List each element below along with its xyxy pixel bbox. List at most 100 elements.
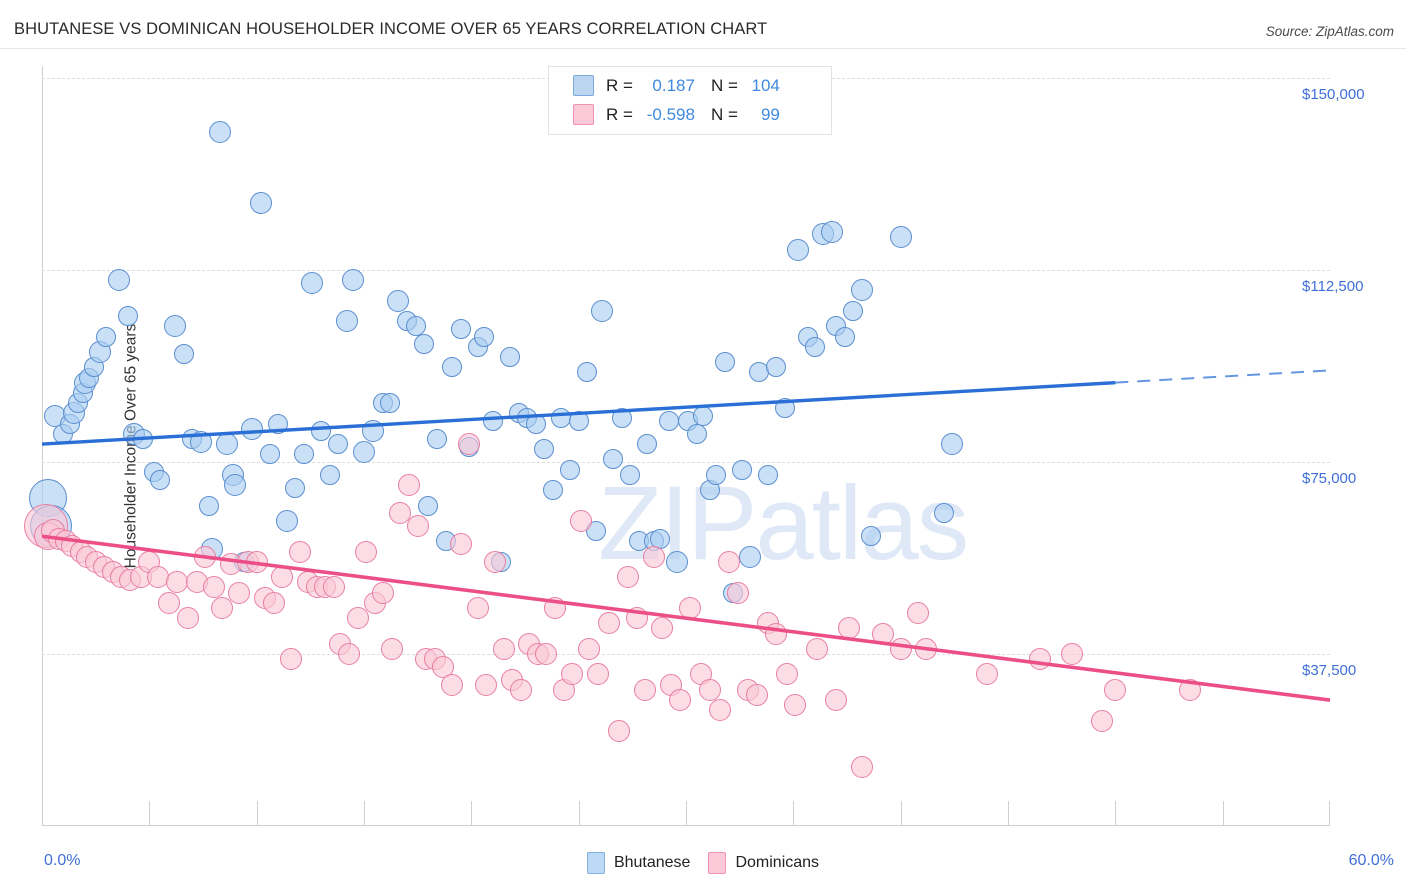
scatter-point-bhutanese[interactable] — [335, 310, 358, 333]
scatter-point-dominicans[interactable] — [872, 622, 895, 645]
scatter-point-dominicans[interactable] — [906, 602, 929, 625]
scatter-point-bhutanese[interactable] — [739, 545, 762, 568]
scatter-point-dominicans[interactable] — [1179, 678, 1202, 701]
scatter-point-bhutanese[interactable] — [820, 220, 843, 243]
scatter-point-bhutanese[interactable] — [860, 526, 881, 547]
scatter-point-bhutanese[interactable] — [259, 444, 280, 465]
scatter-point-bhutanese[interactable] — [96, 326, 117, 347]
scatter-point-dominicans[interactable] — [245, 550, 268, 573]
scatter-point-bhutanese[interactable] — [757, 464, 778, 485]
scatter-point-dominicans[interactable] — [668, 689, 691, 712]
scatter-point-dominicans[interactable] — [271, 566, 294, 589]
scatter-point-dominicans[interactable] — [288, 540, 311, 563]
scatter-point-dominicans[interactable] — [509, 678, 532, 701]
scatter-point-dominicans[interactable] — [569, 509, 592, 532]
scatter-point-bhutanese[interactable] — [620, 464, 641, 485]
scatter-point-bhutanese[interactable] — [693, 405, 714, 426]
scatter-point-dominicans[interactable] — [337, 643, 360, 665]
scatter-point-bhutanese[interactable] — [731, 459, 752, 480]
scatter-point-dominicans[interactable] — [166, 571, 189, 594]
scatter-point-dominicans[interactable] — [475, 673, 498, 696]
scatter-point-dominicans[interactable] — [398, 474, 421, 497]
scatter-point-bhutanese[interactable] — [450, 318, 471, 339]
scatter-point-bhutanese[interactable] — [268, 413, 289, 434]
scatter-point-dominicans[interactable] — [280, 648, 302, 671]
scatter-point-dominicans[interactable] — [745, 683, 768, 706]
scatter-point-dominicans[interactable] — [679, 596, 702, 619]
scatter-point-dominicans[interactable] — [717, 550, 740, 573]
scatter-point-dominicans[interactable] — [578, 637, 601, 660]
scatter-point-bhutanese[interactable] — [804, 336, 825, 357]
scatter-point-dominicans[interactable] — [851, 755, 874, 778]
scatter-point-bhutanese[interactable] — [591, 299, 614, 322]
scatter-point-dominicans[interactable] — [775, 663, 798, 686]
scatter-point-bhutanese[interactable] — [132, 428, 153, 449]
scatter-point-dominicans[interactable] — [651, 617, 674, 640]
scatter-point-dominicans[interactable] — [617, 566, 640, 589]
scatter-point-dominicans[interactable] — [642, 545, 665, 568]
scatter-point-bhutanese[interactable] — [525, 413, 546, 434]
scatter-point-dominicans[interactable] — [625, 607, 648, 630]
scatter-point-bhutanese[interactable] — [319, 464, 340, 485]
scatter-point-bhutanese[interactable] — [603, 449, 623, 470]
scatter-point-bhutanese[interactable] — [405, 316, 426, 337]
scatter-point-dominicans[interactable] — [765, 622, 788, 645]
scatter-point-dominicans[interactable] — [1029, 648, 1052, 671]
scatter-point-dominicans[interactable] — [561, 663, 584, 686]
scatter-point-dominicans[interactable] — [228, 581, 251, 604]
scatter-point-bhutanese[interactable] — [414, 334, 435, 355]
scatter-point-dominicans[interactable] — [709, 699, 732, 722]
scatter-point-bhutanese[interactable] — [426, 428, 447, 449]
scatter-point-bhutanese[interactable] — [117, 306, 138, 327]
scatter-point-bhutanese[interactable] — [637, 434, 658, 455]
scatter-point-bhutanese[interactable] — [941, 433, 964, 456]
scatter-point-dominicans[interactable] — [262, 591, 285, 614]
scatter-point-bhutanese[interactable] — [577, 362, 598, 383]
legend-item-bhutanese[interactable]: Bhutanese — [586, 852, 690, 874]
scatter-point-dominicans[interactable] — [838, 617, 861, 640]
scatter-point-bhutanese[interactable] — [285, 477, 306, 498]
scatter-point-dominicans[interactable] — [483, 550, 506, 573]
scatter-point-dominicans[interactable] — [889, 637, 912, 660]
scatter-point-bhutanese[interactable] — [560, 459, 581, 480]
scatter-point-bhutanese[interactable] — [706, 464, 727, 485]
scatter-point-bhutanese[interactable] — [686, 423, 707, 444]
scatter-point-bhutanese[interactable] — [442, 357, 462, 378]
scatter-point-dominicans[interactable] — [372, 581, 395, 604]
scatter-point-dominicans[interactable] — [441, 673, 463, 696]
scatter-point-bhutanese[interactable] — [482, 411, 503, 432]
scatter-point-bhutanese[interactable] — [199, 495, 220, 516]
scatter-point-bhutanese[interactable] — [342, 269, 365, 292]
scatter-point-dominicans[interactable] — [466, 596, 489, 619]
scatter-point-bhutanese[interactable] — [215, 433, 238, 456]
scatter-point-dominicans[interactable] — [1104, 678, 1127, 701]
scatter-point-dominicans[interactable] — [389, 502, 412, 525]
scatter-point-bhutanese[interactable] — [209, 120, 232, 143]
scatter-point-bhutanese[interactable] — [658, 411, 679, 432]
scatter-point-dominicans[interactable] — [544, 596, 567, 619]
scatter-point-dominicans[interactable] — [805, 637, 828, 660]
scatter-point-dominicans[interactable] — [1091, 709, 1114, 732]
scatter-point-bhutanese[interactable] — [889, 225, 912, 248]
scatter-point-bhutanese[interactable] — [189, 430, 212, 453]
scatter-point-dominicans[interactable] — [726, 581, 749, 604]
scatter-point-dominicans[interactable] — [406, 515, 429, 537]
scatter-point-bhutanese[interactable] — [150, 469, 171, 490]
scatter-point-bhutanese[interactable] — [173, 344, 194, 365]
scatter-point-bhutanese[interactable] — [224, 474, 247, 497]
scatter-point-bhutanese[interactable] — [766, 357, 787, 378]
scatter-point-bhutanese[interactable] — [786, 238, 809, 261]
scatter-point-dominicans[interactable] — [597, 612, 620, 635]
scatter-point-dominicans[interactable] — [202, 576, 225, 599]
scatter-point-dominicans[interactable] — [346, 607, 369, 630]
scatter-point-dominicans[interactable] — [608, 719, 631, 742]
scatter-point-bhutanese[interactable] — [542, 480, 563, 501]
scatter-point-bhutanese[interactable] — [301, 271, 324, 294]
scatter-point-bhutanese[interactable] — [774, 398, 795, 419]
scatter-point-bhutanese[interactable] — [164, 315, 187, 338]
scatter-point-bhutanese[interactable] — [353, 440, 375, 463]
scatter-point-bhutanese[interactable] — [834, 326, 855, 347]
scatter-point-bhutanese[interactable] — [293, 444, 314, 465]
scatter-point-bhutanese[interactable] — [568, 411, 589, 432]
scatter-point-dominicans[interactable] — [634, 678, 657, 701]
